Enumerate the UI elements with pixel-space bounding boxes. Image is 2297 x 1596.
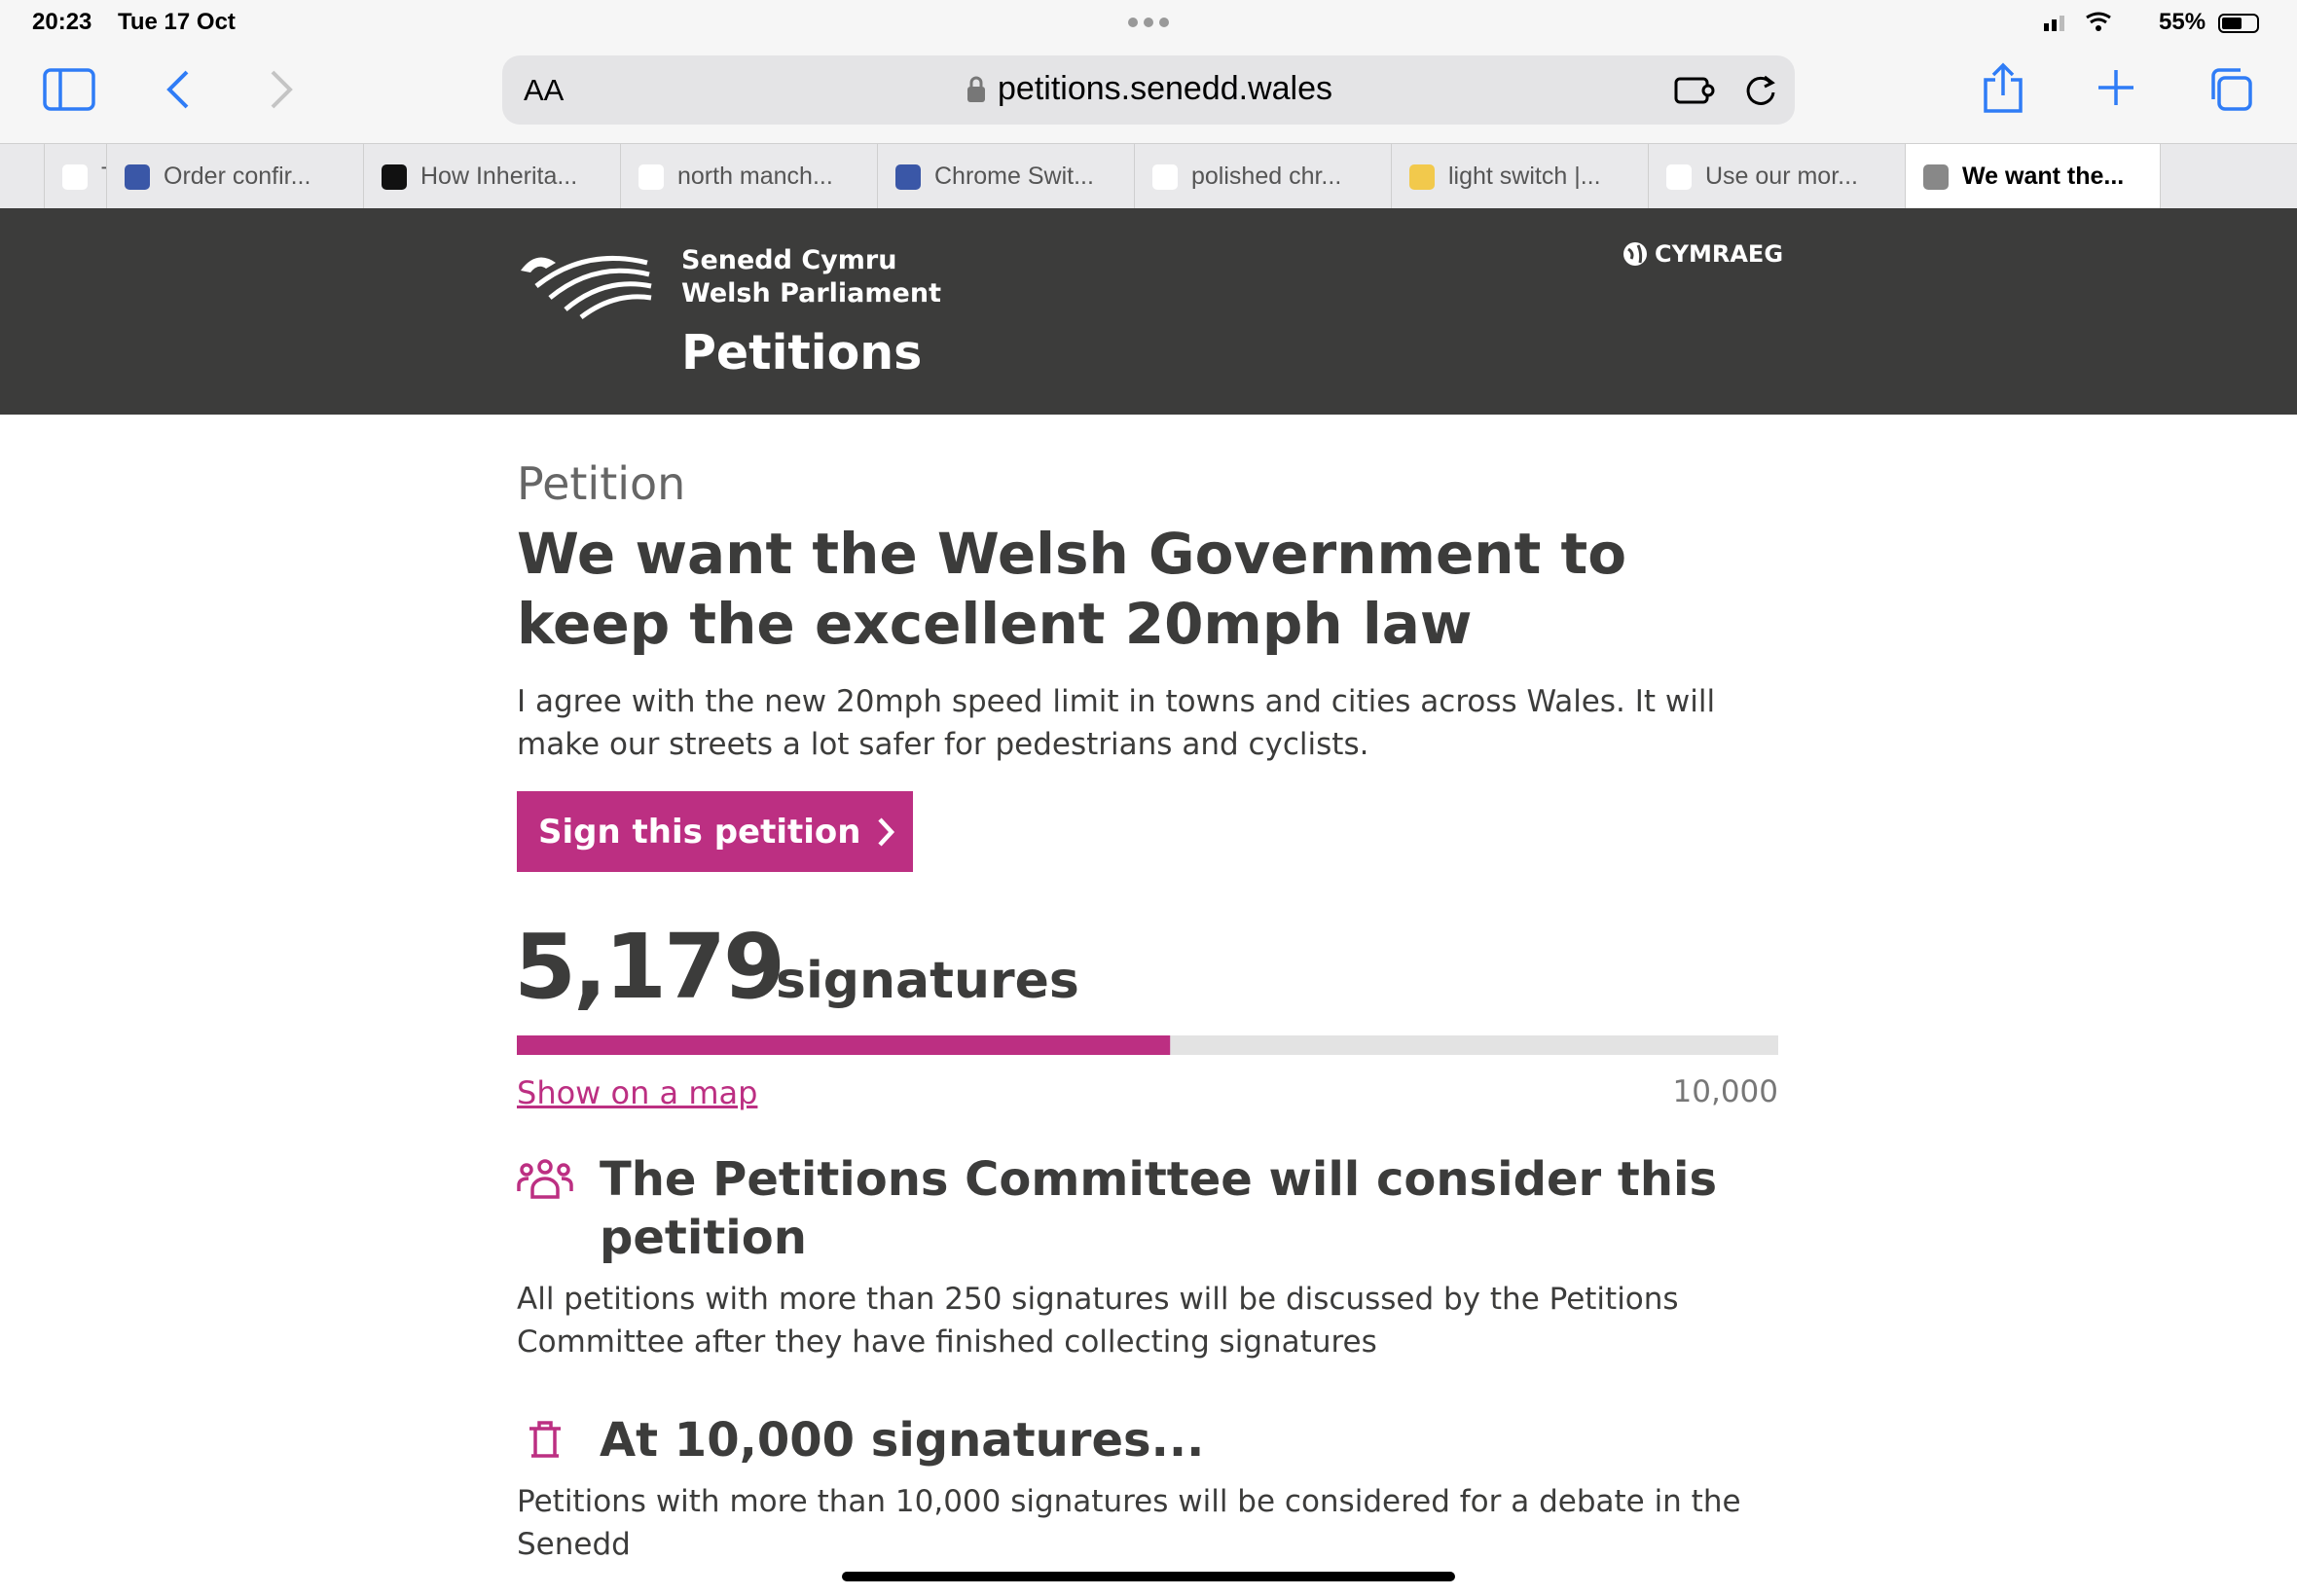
language-link[interactable]: CYMRAEG xyxy=(1655,240,1784,268)
home-indicator xyxy=(842,1572,1455,1581)
tab-title: The U xyxy=(101,163,106,191)
text-size-button[interactable]: AA xyxy=(524,73,565,107)
committee-icon xyxy=(517,1159,573,1199)
tab-favicon xyxy=(382,163,407,190)
tab-favicon xyxy=(1666,163,1692,190)
browser-tab[interactable]: How Inherita... xyxy=(364,144,621,209)
browser-tab[interactable]: north manch... xyxy=(621,144,878,209)
browser-tab[interactable]: light switch |... xyxy=(1392,144,1649,209)
site-header: Senedd Cymru Welsh Parliament Petitions … xyxy=(0,208,2297,415)
petition-title-line: We want the Welsh Government to xyxy=(517,521,1627,587)
new-tab-button[interactable] xyxy=(2096,68,2135,107)
org-name-welsh: Senedd Cymru xyxy=(681,245,897,275)
sidebar-button[interactable] xyxy=(43,68,95,111)
share-button[interactable] xyxy=(1982,62,2024,115)
section-heading: At 10,000 signatures... xyxy=(600,1413,1205,1468)
tab-title: north manch... xyxy=(677,163,833,190)
browser-tab[interactable]: We want the... xyxy=(1906,144,2161,209)
date: Tue 17 Oct xyxy=(118,9,236,35)
browser-tab[interactable]: Chrome Swit... xyxy=(878,144,1135,209)
tab-title: How Inherita... xyxy=(420,163,578,190)
tab-favicon xyxy=(638,163,664,190)
time: 20:23 xyxy=(32,9,92,35)
tab-favicon xyxy=(895,163,921,190)
goal-label: 10,000 xyxy=(1672,1074,1778,1109)
petition-label: Petition xyxy=(517,457,686,510)
signatures-word: signatures xyxy=(776,952,1079,1010)
globe-icon xyxy=(1623,242,1647,266)
tab-title: Order confir... xyxy=(164,163,311,190)
section-text: All petitions with more than 250 signatu… xyxy=(517,1282,1679,1360)
tab-favicon xyxy=(125,163,150,190)
petition-title: We want the Welsh Government to keep the… xyxy=(517,519,1626,659)
extensions-icon[interactable] xyxy=(1673,73,1716,108)
tab-title: Chrome Swit... xyxy=(934,163,1094,190)
reload-button[interactable] xyxy=(1741,71,1780,110)
status-icons xyxy=(2044,12,2259,33)
section-heading: The Petitions Committee will consider th… xyxy=(600,1152,1718,1265)
tab-title: polished chr... xyxy=(1191,163,1342,190)
back-button[interactable] xyxy=(164,68,193,111)
tab-favicon xyxy=(1409,163,1435,190)
petition-title-line: keep the excellent 20mph law xyxy=(517,591,1473,657)
progress-bar xyxy=(517,1035,1778,1055)
chevron-icon xyxy=(878,816,895,847)
senedd-logo xyxy=(521,256,652,319)
tab-title: Use our mor... xyxy=(1705,163,1858,190)
section-text: Petitions with more than 10,000 signatur… xyxy=(517,1484,1741,1562)
signature-count: 5,179 xyxy=(514,915,785,1019)
browser-tab[interactable] xyxy=(0,144,45,209)
map-link[interactable]: Show on a map xyxy=(517,1074,758,1111)
browser-tab[interactable]: Order confir... xyxy=(107,144,364,209)
tab-bar: The U Order confir... How Inherita... north… xyxy=(0,143,2297,209)
tab-title: We want the... xyxy=(1962,163,2125,190)
lock-icon xyxy=(967,76,985,102)
progress-fill xyxy=(517,1035,1171,1055)
tab-favicon xyxy=(1152,163,1178,190)
battery-level: 55% xyxy=(2159,9,2206,35)
debate-icon xyxy=(529,1421,561,1458)
browser-tab[interactable]: polished chr... xyxy=(1135,144,1392,209)
tab-title: light switch |... xyxy=(1448,163,1601,190)
address-bar[interactable]: AA petitions.senedd.wales xyxy=(502,55,1795,125)
multitask-dots xyxy=(1128,18,1169,27)
tabs-button[interactable] xyxy=(2207,66,2254,113)
org-name-english: Welsh Parliament xyxy=(681,278,941,308)
tab-favicon xyxy=(62,163,88,190)
browser-tab[interactable]: The U xyxy=(45,144,107,209)
petition-description: I agree with the new 20mph speed limit i… xyxy=(517,684,1716,762)
section-title[interactable]: Petitions xyxy=(681,325,923,381)
sign-button-label: Sign this petition xyxy=(538,812,861,852)
browser-tab[interactable]: Use our mor... xyxy=(1649,144,1906,209)
forward-button[interactable] xyxy=(267,68,296,111)
url-text: petitions.senedd.wales xyxy=(998,70,1333,107)
sign-button[interactable]: Sign this petition xyxy=(517,791,913,872)
tab-favicon xyxy=(1923,163,1949,190)
